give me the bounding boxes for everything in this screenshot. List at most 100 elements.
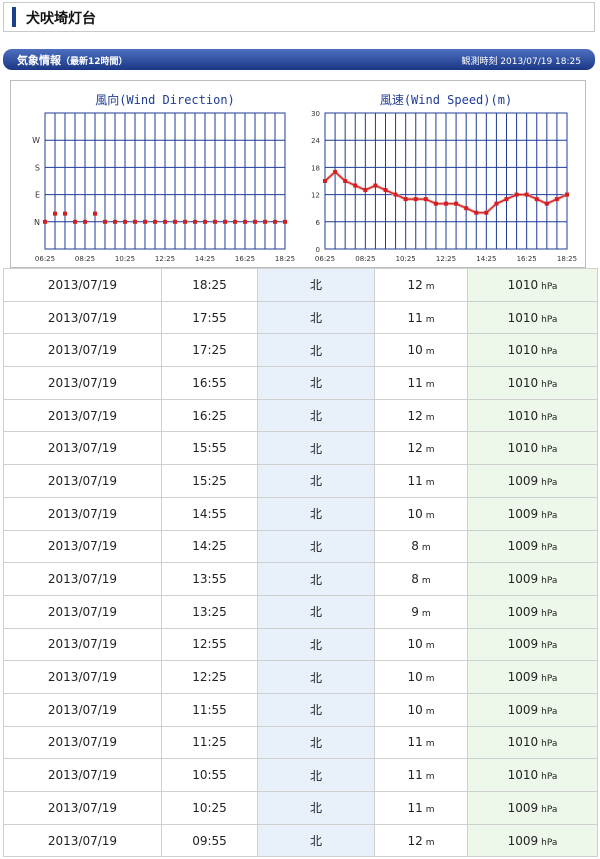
pressure-unit: hPa (541, 772, 558, 783)
table-row: 2013/07/19 11:55 北 10 m 1009 hPa (3, 692, 598, 727)
data-point (363, 188, 368, 193)
time-cell: 13:55 (161, 562, 258, 596)
pressure-value: 1009 (507, 637, 539, 652)
pressure-value: 1009 (507, 833, 539, 848)
data-point (253, 219, 257, 224)
y-tick-label: E (35, 191, 40, 200)
direction-cell: 北 (257, 627, 375, 662)
y-tick-label: S (35, 163, 40, 172)
speed-cell: 10 m (374, 333, 468, 368)
pressure-unit: hPa (541, 543, 558, 554)
data-point (203, 219, 207, 224)
speed-unit: m (425, 314, 435, 325)
speed-value: 11 (407, 473, 423, 488)
data-point (393, 192, 398, 197)
data-point (514, 192, 519, 197)
pressure-value: 1010 (507, 310, 539, 325)
speed-value: 12 (407, 277, 423, 292)
direction-cell: 北 (257, 758, 375, 792)
chart-panel: 風向(Wind Direction) W S E N 06:25 08:25 10:25 12:… (10, 80, 586, 268)
time-cell: 16:55 (161, 366, 258, 400)
wind-direction-chart: 風向(Wind Direction) W S E N 06:25 08:25 10:25 12:… (32, 92, 295, 263)
data-point (83, 219, 87, 224)
y-tick-label: 6 (316, 219, 321, 227)
data-point (343, 179, 348, 183)
pressure-value: 1010 (507, 735, 539, 750)
table-row: 2013/07/19 10:55 北 11 m 1010 hPa (3, 758, 598, 792)
speed-value: 12 (407, 408, 423, 423)
direction-cell: 北 (257, 496, 375, 531)
speed-cell: 10 m (374, 496, 468, 531)
pressure-unit: hPa (541, 804, 558, 815)
date-cell: 2013/07/19 (3, 692, 162, 727)
speed-unit: m (425, 347, 435, 358)
pressure-unit: hPa (541, 379, 558, 390)
table-row: 2013/07/19 17:55 北 11 m 1010 hPa (3, 300, 598, 335)
pressure-unit: hPa (541, 837, 558, 848)
table-row: 2013/07/19 16:55 北 11 m 1010 hPa (3, 366, 598, 400)
section-title: 気象情報 (17, 54, 61, 67)
pressure-unit: hPa (541, 445, 558, 456)
direction-cell: 北 (257, 464, 375, 498)
data-point (143, 219, 147, 224)
speed-unit: m (425, 379, 435, 390)
x-tick-label: 14:25 (195, 255, 215, 263)
observed-value: 2013/07/19 18:25 (500, 57, 581, 67)
direction-cell: 北 (257, 366, 375, 400)
table-row: 2013/07/19 16:25 北 12 m 1010 hPa (3, 398, 598, 433)
observed-time: 観測時刻 2013/07/19 18:25 (461, 54, 581, 67)
data-point (283, 219, 287, 224)
pressure-cell: 1009 hPa (467, 496, 598, 531)
x-tick-label: 14:25 (476, 255, 496, 263)
table-row: 2013/07/19 09:55 北 12 m 1009 hPa (3, 823, 598, 858)
section-subtitle: （最新12時間） (61, 57, 128, 67)
pressure-unit: hPa (541, 281, 558, 292)
date-cell: 2013/07/19 (3, 823, 162, 858)
x-tick-label: 18:25 (275, 255, 295, 263)
speed-unit: m (425, 804, 435, 815)
date-cell: 2013/07/19 (3, 300, 162, 335)
data-point (223, 219, 227, 224)
data-point (63, 211, 67, 216)
speed-unit: m (425, 706, 435, 717)
direction-cell: 北 (257, 725, 375, 760)
table-row: 2013/07/19 18:25 北 12 m 1010 hPa (3, 268, 598, 302)
data-point (213, 219, 217, 224)
x-tick-label: 10:25 (115, 255, 135, 263)
table-row: 2013/07/19 17:25 北 10 m 1010 hPa (3, 333, 598, 368)
pressure-cell: 1010 hPa (467, 398, 598, 433)
time-cell: 14:25 (161, 529, 258, 564)
speed-value: 8 (411, 572, 419, 587)
x-tick-label: 06:25 (315, 255, 335, 263)
pressure-value: 1009 (507, 506, 539, 521)
data-point (263, 219, 267, 224)
pressure-cell: 1009 hPa (467, 562, 598, 596)
pressure-value: 1009 (507, 702, 539, 717)
direction-cell: 北 (257, 398, 375, 433)
data-point (484, 210, 489, 215)
table-row: 2013/07/19 13:25 北 9 m 1009 hPa (3, 594, 598, 629)
date-cell: 2013/07/19 (3, 791, 162, 825)
data-point (544, 201, 549, 206)
table-row: 2013/07/19 11:25 北 11 m 1010 hPa (3, 725, 598, 760)
speed-value: 12 (407, 833, 423, 848)
pressure-cell: 1010 hPa (467, 725, 598, 760)
data-point (353, 183, 358, 188)
pressure-value: 1010 (507, 375, 539, 390)
direction-cell: 北 (257, 333, 375, 368)
date-cell: 2013/07/19 (3, 725, 162, 760)
data-point (524, 192, 529, 197)
y-tick-label: W (32, 136, 40, 145)
pressure-unit: hPa (541, 510, 558, 521)
speed-unit: m (421, 576, 431, 587)
time-cell: 12:25 (161, 660, 258, 694)
date-cell: 2013/07/19 (3, 562, 162, 596)
table-row: 2013/07/19 14:55 北 10 m 1009 hPa (3, 496, 598, 531)
data-point (43, 219, 47, 224)
time-cell: 10:55 (161, 758, 258, 792)
date-cell: 2013/07/19 (3, 627, 162, 662)
data-point (534, 197, 539, 202)
x-tick-label: 12:25 (155, 255, 175, 263)
speed-value: 11 (407, 768, 423, 783)
